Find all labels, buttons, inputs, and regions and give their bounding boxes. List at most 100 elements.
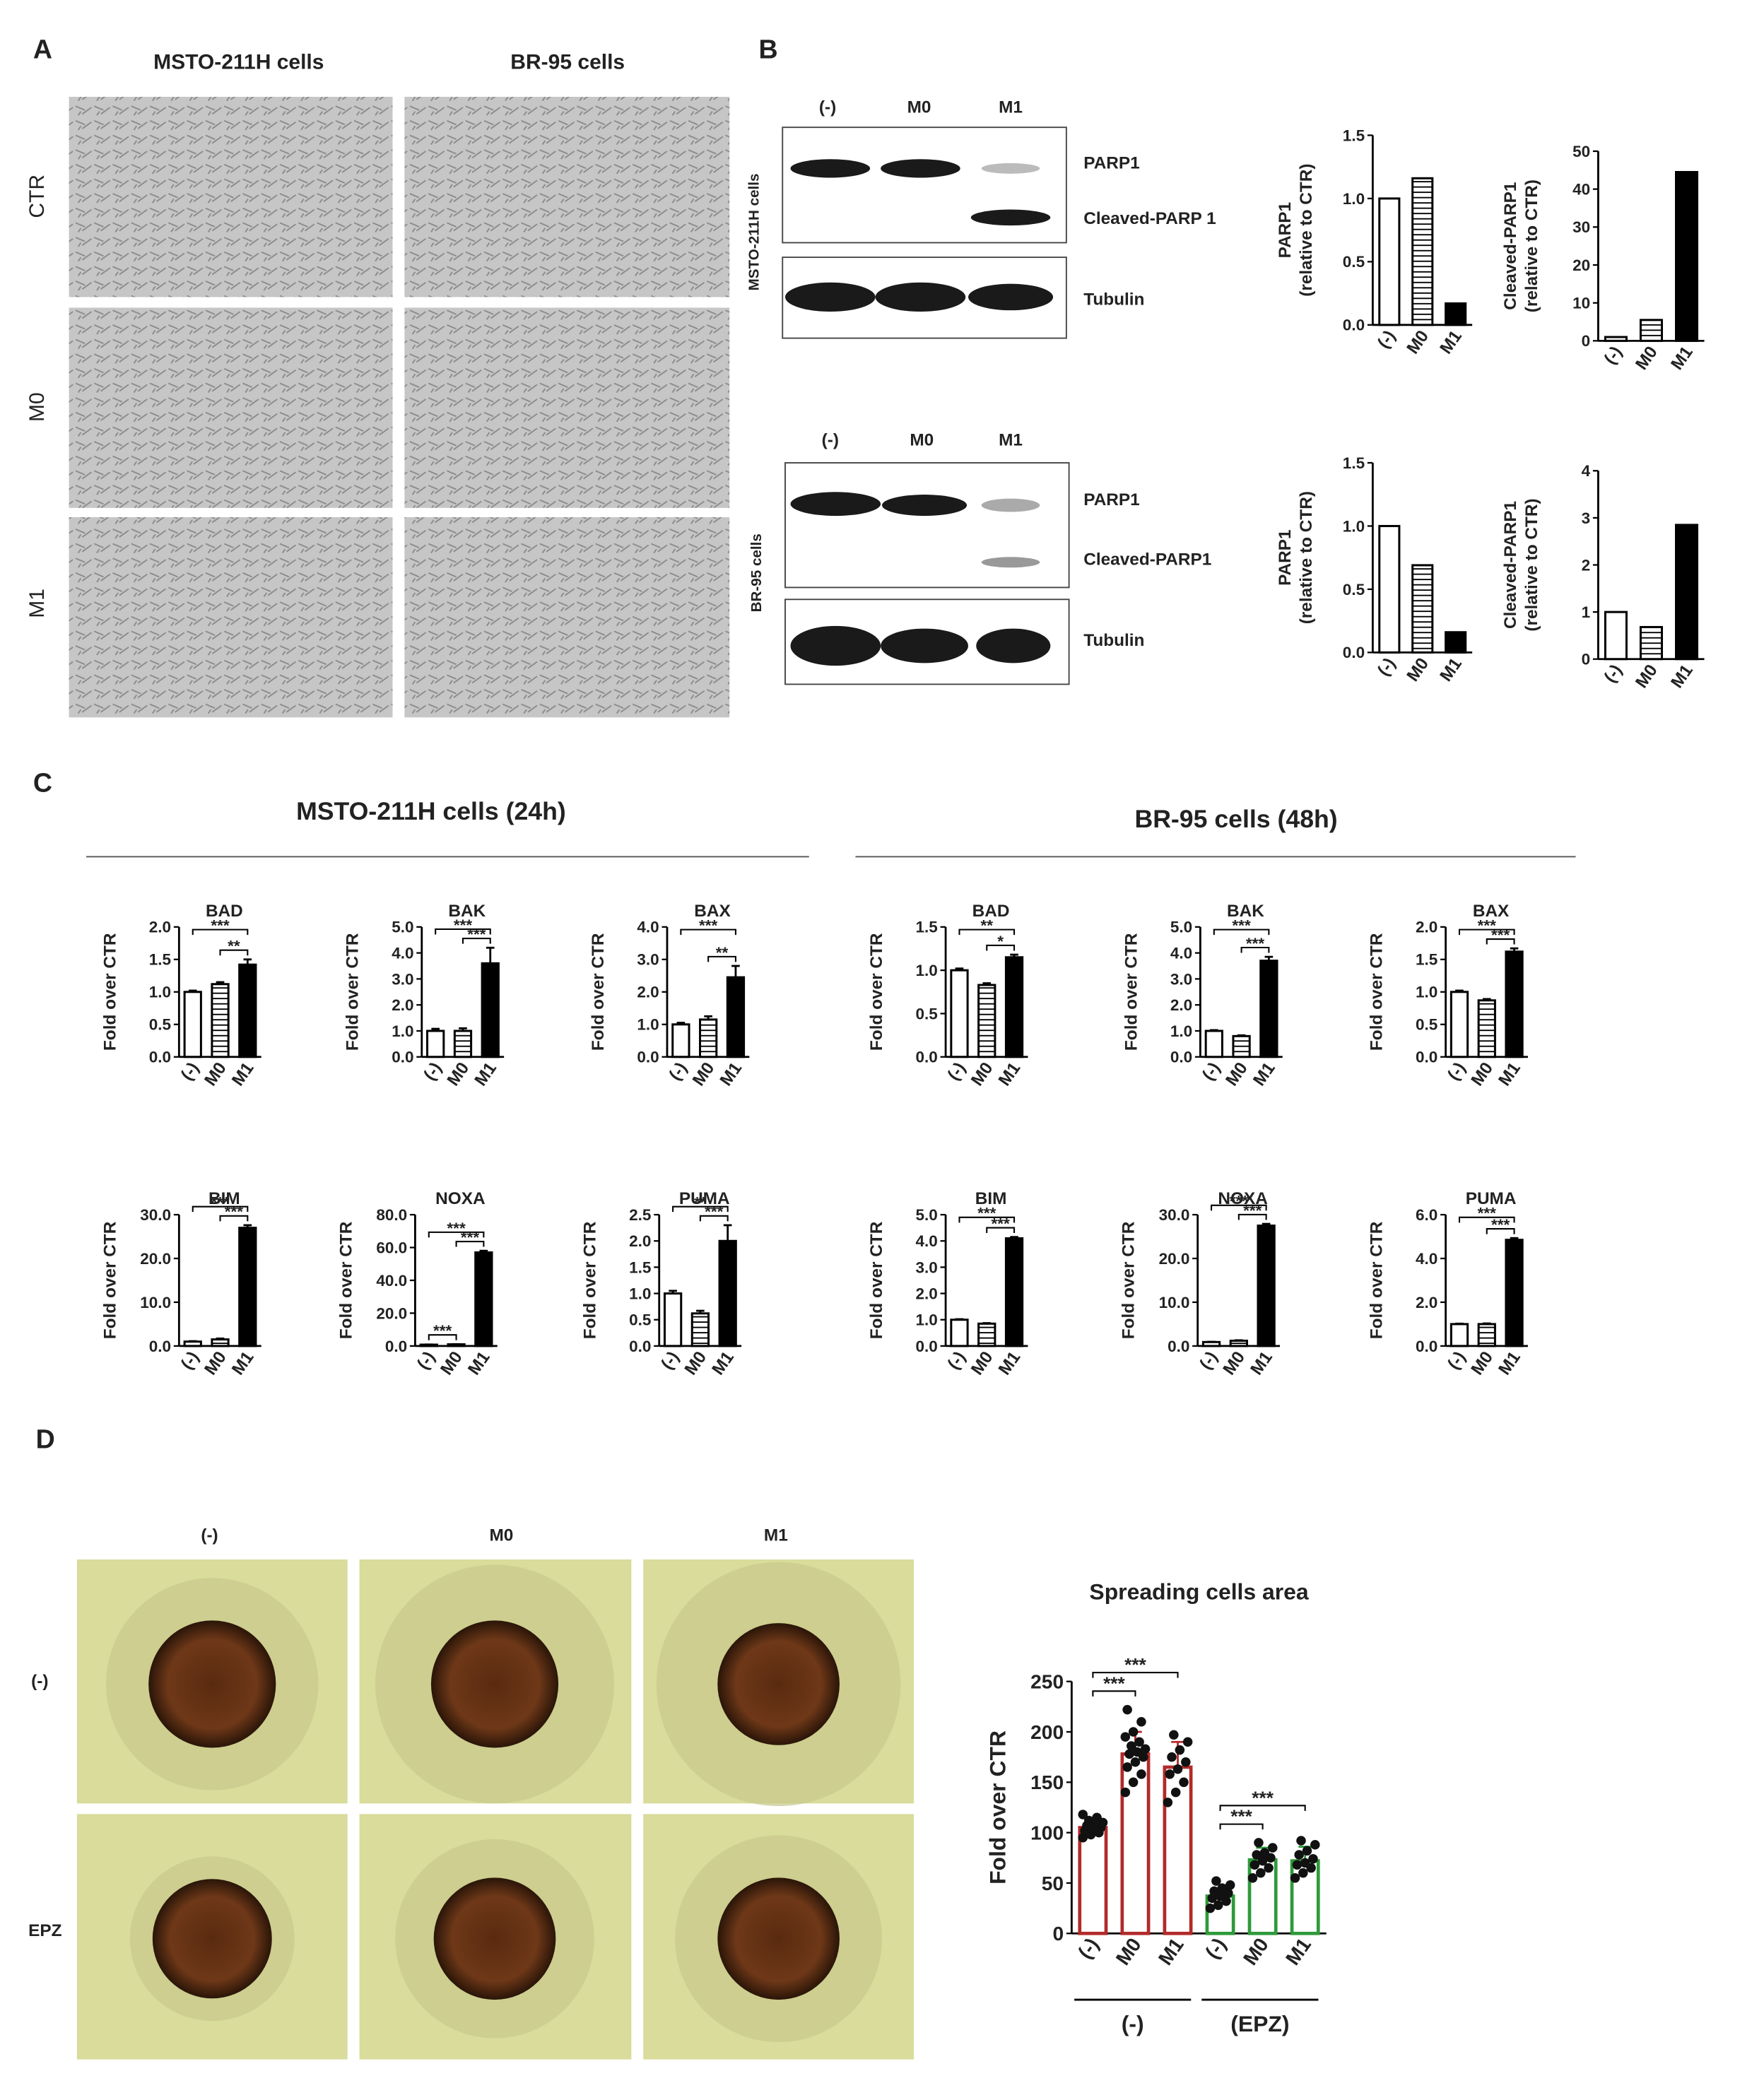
micrograph bbox=[404, 307, 730, 508]
band bbox=[882, 495, 968, 517]
bar bbox=[663, 1292, 683, 1347]
spheroid bbox=[717, 1877, 840, 2000]
significance-bracket bbox=[1092, 1690, 1136, 1697]
significance-bracket bbox=[219, 1215, 249, 1222]
x-tick-label: M1 bbox=[1667, 343, 1697, 373]
data-point bbox=[1092, 1812, 1102, 1822]
y-tick-label: 3 bbox=[1582, 509, 1591, 527]
row-label: M0 bbox=[25, 392, 49, 422]
chart-title: BAK bbox=[1227, 902, 1264, 921]
x-tick-label: M0 bbox=[1468, 1059, 1498, 1090]
band bbox=[981, 163, 1040, 174]
data-point bbox=[1128, 1777, 1139, 1788]
y-tick-label: 1.5 bbox=[149, 951, 171, 969]
significance-bracket bbox=[680, 928, 736, 936]
significance-bracket bbox=[958, 1216, 1016, 1223]
significance-label: *** bbox=[705, 1203, 724, 1221]
x-tick-label: (-) bbox=[1199, 1059, 1224, 1084]
significance-label: ** bbox=[716, 944, 729, 962]
bar bbox=[1411, 177, 1434, 326]
y-tick-label: 10.0 bbox=[140, 1294, 171, 1311]
data-point bbox=[1128, 1727, 1139, 1737]
significance-label: *** bbox=[211, 916, 230, 934]
y-tick-label: 2.0 bbox=[629, 1232, 651, 1250]
data-point bbox=[1298, 1868, 1308, 1878]
significance-bracket bbox=[1240, 946, 1270, 953]
data-point bbox=[1136, 1716, 1146, 1727]
column-label: MSTO-211H cells bbox=[153, 51, 324, 74]
y-axis-label: Cleaved-PARP1 bbox=[1501, 501, 1520, 629]
micrograph bbox=[404, 517, 730, 718]
x-tick-label: (-) bbox=[1601, 343, 1626, 367]
bar bbox=[238, 963, 257, 1058]
y-tick-label: 1.0 bbox=[149, 984, 171, 1001]
significance-bracket bbox=[461, 938, 491, 944]
y-tick-label: 0.0 bbox=[916, 1338, 938, 1355]
x-tick-label: M0 bbox=[1222, 1059, 1252, 1090]
blot-box bbox=[782, 126, 1067, 244]
micrographs bbox=[69, 97, 730, 718]
blot-msto: (-) M0 M1 MSTO-211H cells PARP1 Cleaved-… bbox=[746, 98, 1216, 339]
y-tick-label: 1.5 bbox=[916, 919, 938, 936]
data-point bbox=[1179, 1777, 1189, 1788]
y-tick-label: 20.0 bbox=[1159, 1250, 1190, 1268]
cell-label: BR-95 cells bbox=[748, 533, 765, 612]
row-label: EPZ bbox=[28, 1921, 62, 1940]
x-tick-label: M0 bbox=[437, 1348, 466, 1379]
y-tick-label: 0 bbox=[1582, 651, 1591, 668]
bar bbox=[1477, 999, 1496, 1058]
significance-bracket bbox=[1458, 928, 1515, 936]
y-axis-label: PARP1 bbox=[1276, 529, 1295, 585]
bar bbox=[1505, 950, 1524, 1058]
data-point bbox=[1264, 1863, 1274, 1873]
data-point bbox=[1290, 1873, 1300, 1883]
data-point bbox=[1124, 1749, 1134, 1759]
micrograph bbox=[69, 307, 393, 508]
data-point bbox=[1213, 1900, 1223, 1911]
data-point bbox=[1134, 1737, 1144, 1747]
band bbox=[881, 628, 968, 663]
y-tick-label: 1.0 bbox=[392, 1022, 413, 1040]
y-tick-label: 4.0 bbox=[916, 1232, 938, 1250]
x-tick-label: M0 bbox=[444, 1059, 474, 1090]
panel-letter: C bbox=[33, 767, 52, 797]
y-tick-label: 0.0 bbox=[1416, 1049, 1437, 1066]
band bbox=[881, 159, 960, 178]
data-point bbox=[1169, 1730, 1179, 1740]
band bbox=[968, 283, 1054, 311]
significance-bracket bbox=[1486, 1228, 1515, 1234]
y-tick-label: 0.0 bbox=[385, 1338, 407, 1355]
x-tick-label: M1 bbox=[471, 1059, 501, 1090]
band-label: Cleaved-PARP1 bbox=[1083, 550, 1211, 570]
data-point bbox=[1257, 1856, 1268, 1866]
data-point bbox=[1292, 1860, 1303, 1870]
x-tick-label: (-) bbox=[1374, 327, 1399, 352]
y-tick-label: 40.0 bbox=[376, 1272, 407, 1290]
spheroid bbox=[430, 1620, 559, 1748]
bar bbox=[1004, 1237, 1024, 1347]
x-tick-label: (-) bbox=[1601, 661, 1626, 686]
significance-label: *** bbox=[977, 1205, 996, 1222]
significance-bracket bbox=[986, 944, 1016, 951]
bar bbox=[977, 1322, 996, 1347]
significance-label: ** bbox=[228, 938, 240, 955]
band-label: PARP1 bbox=[1083, 490, 1139, 509]
significance-bracket bbox=[1237, 1213, 1267, 1220]
panel-letter: B bbox=[758, 35, 777, 64]
significance-label: *** bbox=[433, 1322, 452, 1340]
x-tick-label: M0 bbox=[681, 1348, 711, 1379]
y-axis-label: (relative to CTR) bbox=[1297, 164, 1316, 297]
cell-label: MSTO-211H cells bbox=[746, 174, 762, 291]
y-axis-label: (relative to CTR) bbox=[1522, 498, 1541, 631]
x-tick-label: M0 bbox=[1632, 343, 1662, 373]
y-tick-label: 6.0 bbox=[1416, 1206, 1437, 1224]
y-tick-label: 5.0 bbox=[1170, 919, 1192, 936]
data-point bbox=[1254, 1838, 1264, 1848]
x-tick-label: M1 bbox=[1436, 327, 1466, 358]
bar bbox=[1639, 319, 1663, 342]
significance-label: *** bbox=[1124, 1654, 1146, 1675]
x-tick-label: M0 bbox=[1632, 661, 1662, 692]
x-tick-label: M1 bbox=[995, 1059, 1025, 1090]
y-axis-label: Fold over CTR bbox=[581, 1221, 600, 1339]
y-tick-label: 80.0 bbox=[376, 1206, 407, 1224]
